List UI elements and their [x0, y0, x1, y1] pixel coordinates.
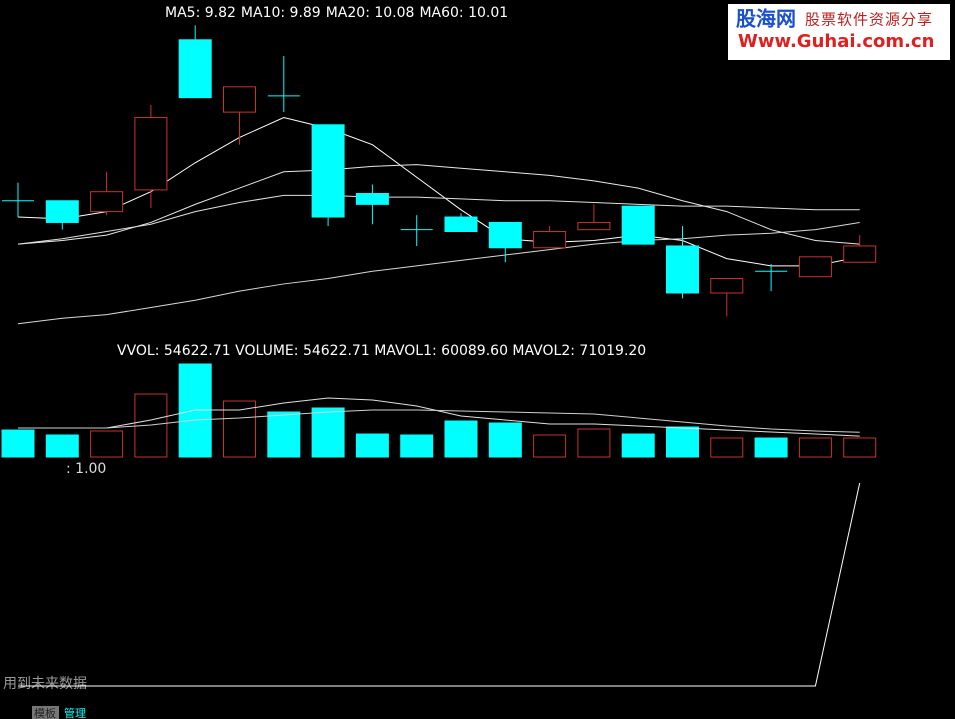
- logo-name: 股海网: [736, 7, 796, 31]
- logo-url: Www.Guhai.com.cn: [738, 31, 934, 52]
- mavol-line: [18, 409, 860, 433]
- candle-body: [798, 256, 832, 278]
- ma-legend: MA60: 10.01: [419, 5, 508, 21]
- candle-body: [666, 245, 699, 294]
- candle-body: [621, 205, 655, 245]
- volume-bar: [267, 411, 301, 458]
- candle-body: [134, 117, 168, 191]
- ma-line: [17, 221, 860, 325]
- volume-bar: [798, 437, 832, 458]
- logo: 股海网 股票软件资源分享 Www.Guhai.com.cn: [728, 4, 950, 60]
- volume-bar: [577, 428, 611, 458]
- indicator-label: : 1.00: [66, 461, 106, 477]
- candle-body: [90, 191, 124, 213]
- candle-body: [488, 221, 522, 249]
- tab-box: [32, 706, 59, 719]
- volume-bar: [45, 434, 79, 458]
- candle-body: [444, 216, 478, 232]
- volume-bar: [223, 400, 256, 458]
- mavol-line: [18, 397, 860, 437]
- volume-bar: [621, 433, 655, 458]
- candle-body: [355, 193, 389, 205]
- volume-bar: [444, 420, 478, 458]
- volume-bar: [754, 437, 788, 458]
- tab[interactable]: 模板: [34, 706, 56, 719]
- ma-legend: MA5: 9.82: [165, 5, 236, 21]
- candle-body: [577, 221, 611, 231]
- logo-slogan: 股票软件资源分享: [805, 11, 933, 29]
- candle-body: [223, 86, 256, 113]
- candle-body: [311, 124, 345, 218]
- volume-bar: [400, 434, 434, 458]
- volume-bar: [1, 429, 35, 458]
- volume-bar: [533, 434, 567, 458]
- volume-bar: [710, 437, 744, 458]
- ma-legend: MA10: 9.89: [241, 5, 321, 21]
- volume-bar: [843, 437, 877, 458]
- tab[interactable]: 管理: [64, 706, 86, 719]
- volume-bar: [666, 426, 699, 458]
- indicator-line: [18, 482, 861, 687]
- candle-body: [45, 200, 79, 223]
- candle-body: [843, 245, 877, 263]
- volume-bar: [90, 430, 124, 458]
- logo-box: [728, 4, 950, 60]
- ma-legend: MA20: 10.08: [326, 5, 415, 21]
- future-data-note: 用到未来数据: [3, 676, 87, 692]
- volume-bar: [355, 433, 389, 458]
- ma-line: [17, 164, 860, 245]
- candle-body: [178, 39, 212, 99]
- ma-line: [17, 194, 860, 245]
- volume-header: VVOL: 54622.71 VOLUME: 54622.71 MAVOL1: …: [117, 343, 646, 359]
- candle-body: [710, 278, 744, 294]
- volume-bar: [488, 422, 522, 458]
- candle-body: [533, 230, 567, 249]
- volume-bar: [311, 407, 345, 458]
